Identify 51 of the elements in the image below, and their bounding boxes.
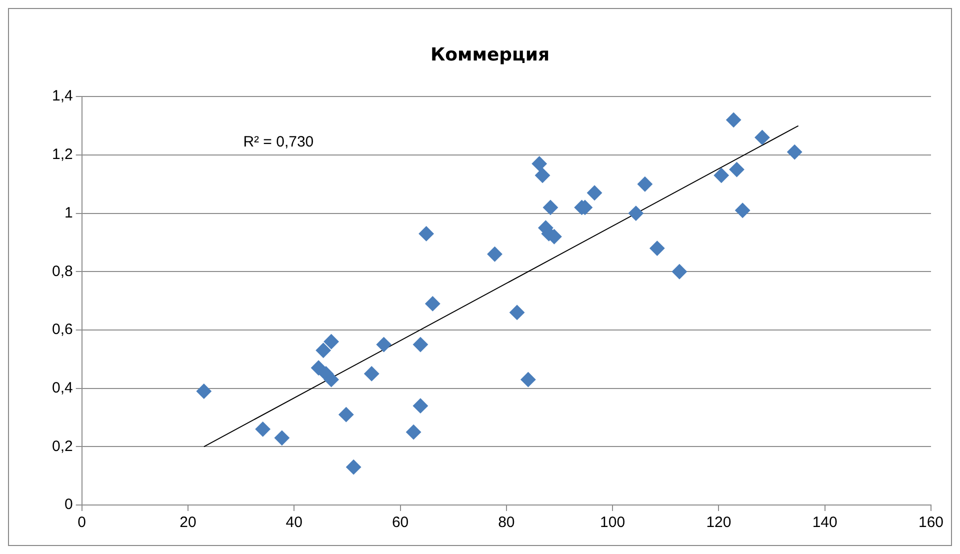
point [628,206,644,221]
point [346,460,362,475]
point [364,366,380,382]
point [520,372,536,388]
point [754,130,770,145]
point [735,202,750,218]
point [542,200,558,215]
y-tick-label: 1,4 [52,88,73,105]
x-tick-label: 40 [286,514,302,532]
point [637,176,652,192]
point [726,112,742,128]
point [376,337,392,352]
point [316,342,331,358]
point [324,372,339,388]
x-tick-label: 120 [706,514,732,532]
point [650,240,665,256]
point [714,168,729,183]
point [532,156,547,172]
point [729,162,744,178]
x-tick-label: 140 [812,514,838,532]
chart-title: Коммерция [430,44,550,66]
point [412,398,428,414]
x-tick-label: 80 [498,514,515,532]
point [406,424,422,440]
y-tick-label: 0,4 [52,379,73,396]
point [587,185,602,200]
x-tick-label: 160 [918,514,944,532]
point [535,168,550,183]
x-tick-label: 20 [180,514,196,532]
x-tick-label: 0 [78,514,86,532]
annotation: R² = 0,730 [243,134,314,151]
point [425,296,440,312]
x-tick-label: 100 [600,514,626,532]
point [672,264,687,280]
point [418,226,434,242]
point [487,246,502,262]
y-tick-label: 1 [64,204,73,222]
y-tick-label: 0,6 [52,321,73,338]
y-tick-label: 0,2 [52,438,73,455]
point [787,144,802,160]
point [274,430,290,446]
point [324,334,339,350]
point [338,407,354,422]
y-tick-label: 0 [64,496,73,514]
point [196,384,212,399]
x-tick-label: 60 [392,514,409,532]
y-tick-label: 1,2 [52,146,73,164]
point [412,337,428,352]
point [510,304,525,320]
y-tick-label: 0,8 [52,262,73,280]
point [255,422,270,437]
